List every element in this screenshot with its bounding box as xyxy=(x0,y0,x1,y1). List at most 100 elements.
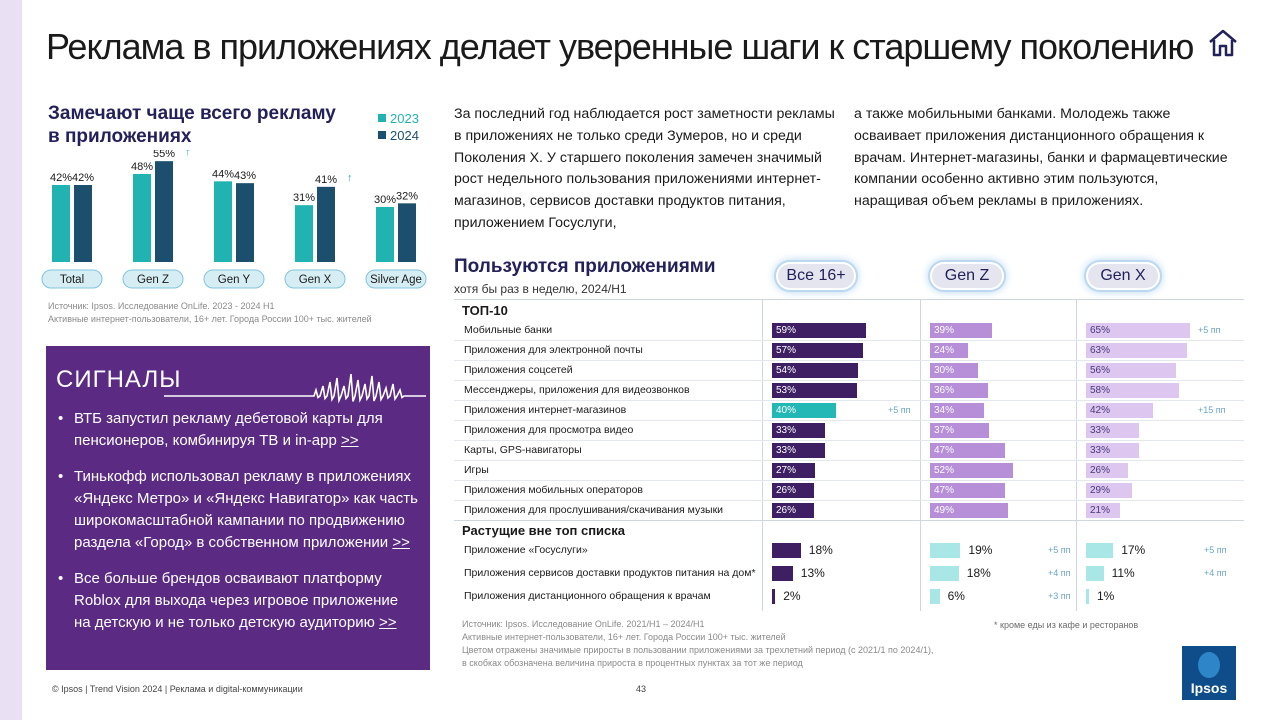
table-row: Приложения интернет-магазинов 40% 34% 42% +5… xyxy=(454,400,1244,421)
delta-label: +5 пп xyxy=(1198,325,1221,335)
bar-value: 26% xyxy=(1090,465,1111,476)
category-label: Gen Z xyxy=(137,274,169,286)
bar-value: 58% xyxy=(1090,385,1111,396)
signal-link[interactable]: >> xyxy=(340,432,359,449)
row-label: Карты, GPS-навигаторы xyxy=(464,444,582,456)
table-row: Приложения для электронной почты 57% 24% 63… xyxy=(454,340,1244,361)
bar xyxy=(772,363,859,378)
bar-value: 42% xyxy=(1090,405,1111,416)
bar-gen-x-2024 xyxy=(317,186,335,262)
bar-value: 37% xyxy=(934,425,955,436)
category-pill xyxy=(41,269,103,289)
bar-value: 26% xyxy=(776,485,797,496)
table-row: Приложения для просмотра видео 33% 37% 33% xyxy=(454,420,1244,441)
bar xyxy=(1086,566,1104,581)
bar-gen-y-2024 xyxy=(236,183,254,262)
growth-arrow-icon: ↑ xyxy=(347,172,353,184)
bar-value: 33% xyxy=(776,445,797,456)
bar-value-label: 44% xyxy=(212,168,234,180)
bar-gen-z-2024 xyxy=(155,161,173,262)
bar-value: 36% xyxy=(934,385,955,396)
row-label: Приложения дистанционного обращения к вр… xyxy=(464,590,711,602)
bar-value: 18% xyxy=(808,543,833,557)
bar-value: 54% xyxy=(776,365,797,376)
bar xyxy=(930,363,978,378)
bar xyxy=(772,566,793,581)
bar-value: 57% xyxy=(776,345,797,356)
left-chart-title: Замечают чаще всего рекламу в приложения… xyxy=(48,103,336,147)
left-bar-chart: 42% 42% Total 48%55% ↑ Gen Z 44% 43% Gen Y 31%41%… xyxy=(41,150,427,289)
bar xyxy=(772,323,867,338)
column-divider xyxy=(1076,299,1077,611)
category-label: Gen X xyxy=(299,274,332,286)
bar xyxy=(1086,443,1139,458)
bar-value-label: 41% xyxy=(315,174,337,186)
category-pill xyxy=(203,269,265,289)
bar-value: 49% xyxy=(934,505,955,516)
signals-list: ВТБ запустил рекламу дебетовой карты для… xyxy=(56,408,418,648)
bar xyxy=(930,423,990,438)
bar xyxy=(772,343,864,358)
right-source: Источник: Ipsos. Исследование OnLife. 20… xyxy=(462,619,934,668)
row-label: Приложения для электронной почты xyxy=(464,344,643,356)
bar-value-label: 42% xyxy=(50,172,72,184)
bar xyxy=(1086,363,1176,378)
bar-silver-age-2023 xyxy=(376,207,394,262)
bar xyxy=(930,383,988,398)
bar-value: 47% xyxy=(934,485,955,496)
bar-silver-age-2024 xyxy=(398,203,416,262)
group-pill-genz: Gen Z xyxy=(930,262,1004,290)
bar-value: 52% xyxy=(934,465,955,476)
column-divider xyxy=(920,299,921,611)
bar xyxy=(772,483,814,498)
bar-value: 2% xyxy=(783,589,801,603)
paragraph-right: а также мобильными банками. Молодежь так… xyxy=(854,106,1228,210)
delta-label: +5 пп xyxy=(888,405,911,415)
legend-2023: 2023 xyxy=(390,111,419,126)
table-row: Приложения мобильных операторов 26% 47% 29% xyxy=(454,480,1244,501)
delta-label: +3 пп xyxy=(1048,591,1071,601)
bar-value-label: 32% xyxy=(396,190,418,202)
bar xyxy=(1086,543,1114,558)
row-label: Приложения сервисов доставки продуктов п… xyxy=(464,567,756,579)
page-title: Реклама в приложениях делает уверенные ш… xyxy=(46,26,1194,67)
group-pill-all: Все 16+ xyxy=(776,262,856,290)
left-chart-legend: 2023 2024 xyxy=(378,110,419,144)
paragraph-left: За последний год наблюдается рост заметн… xyxy=(454,106,835,231)
bar-value: 11% xyxy=(1111,566,1135,580)
bar xyxy=(930,589,940,604)
table-row: Мессенджеры, приложения для видеозвонков… xyxy=(454,380,1244,401)
signal-link[interactable]: >> xyxy=(392,534,410,551)
table-row: Приложения для прослушивания/скачивания … xyxy=(454,500,1244,521)
signals-panel: СИГНАЛЫ ВТБ запустил рекламу дебетовой к… xyxy=(46,346,430,670)
bar-value: 65% xyxy=(1090,325,1111,336)
row-label: Игры xyxy=(464,464,489,476)
delta-label: +4 пп xyxy=(1204,568,1227,578)
bar-gen-z-2023 xyxy=(133,174,151,262)
growth-arrow-icon: ↑ xyxy=(185,150,191,158)
group-pill-genx: Gen X xyxy=(1086,262,1160,290)
home-icon[interactable] xyxy=(1206,26,1240,60)
bar-value: 27% xyxy=(776,465,797,476)
category-pill xyxy=(284,269,346,289)
bar xyxy=(772,463,816,478)
table-row: Приложения соцсетей 54% 30% 56% xyxy=(454,360,1244,381)
bar xyxy=(930,503,1009,518)
row-label: Мессенджеры, приложения для видеозвонков xyxy=(464,384,690,396)
bar-value: 34% xyxy=(934,405,955,416)
bar-value: 39% xyxy=(934,325,955,336)
bar xyxy=(1086,423,1139,438)
bar-value: 18% xyxy=(966,566,991,580)
bar xyxy=(930,323,993,338)
bar-value: 33% xyxy=(1090,445,1111,456)
row-label: Приложения мобильных операторов xyxy=(464,484,643,496)
signal-link[interactable]: >> xyxy=(379,614,397,631)
bar xyxy=(1086,403,1154,418)
category-pill xyxy=(365,269,427,289)
table-row: Приложение «Госуслуги» 18% 19% +5 пп 17% +5 п… xyxy=(454,540,1244,562)
delta-label: +15 пп xyxy=(1198,405,1226,415)
bar xyxy=(1086,483,1133,498)
footer: © Ipsos | Trend Vision 2024 | Реклама и … xyxy=(52,684,303,694)
category-label: Gen Y xyxy=(218,274,251,286)
signal-item: Тинькофф использовал рекламу в приложени… xyxy=(56,466,418,554)
